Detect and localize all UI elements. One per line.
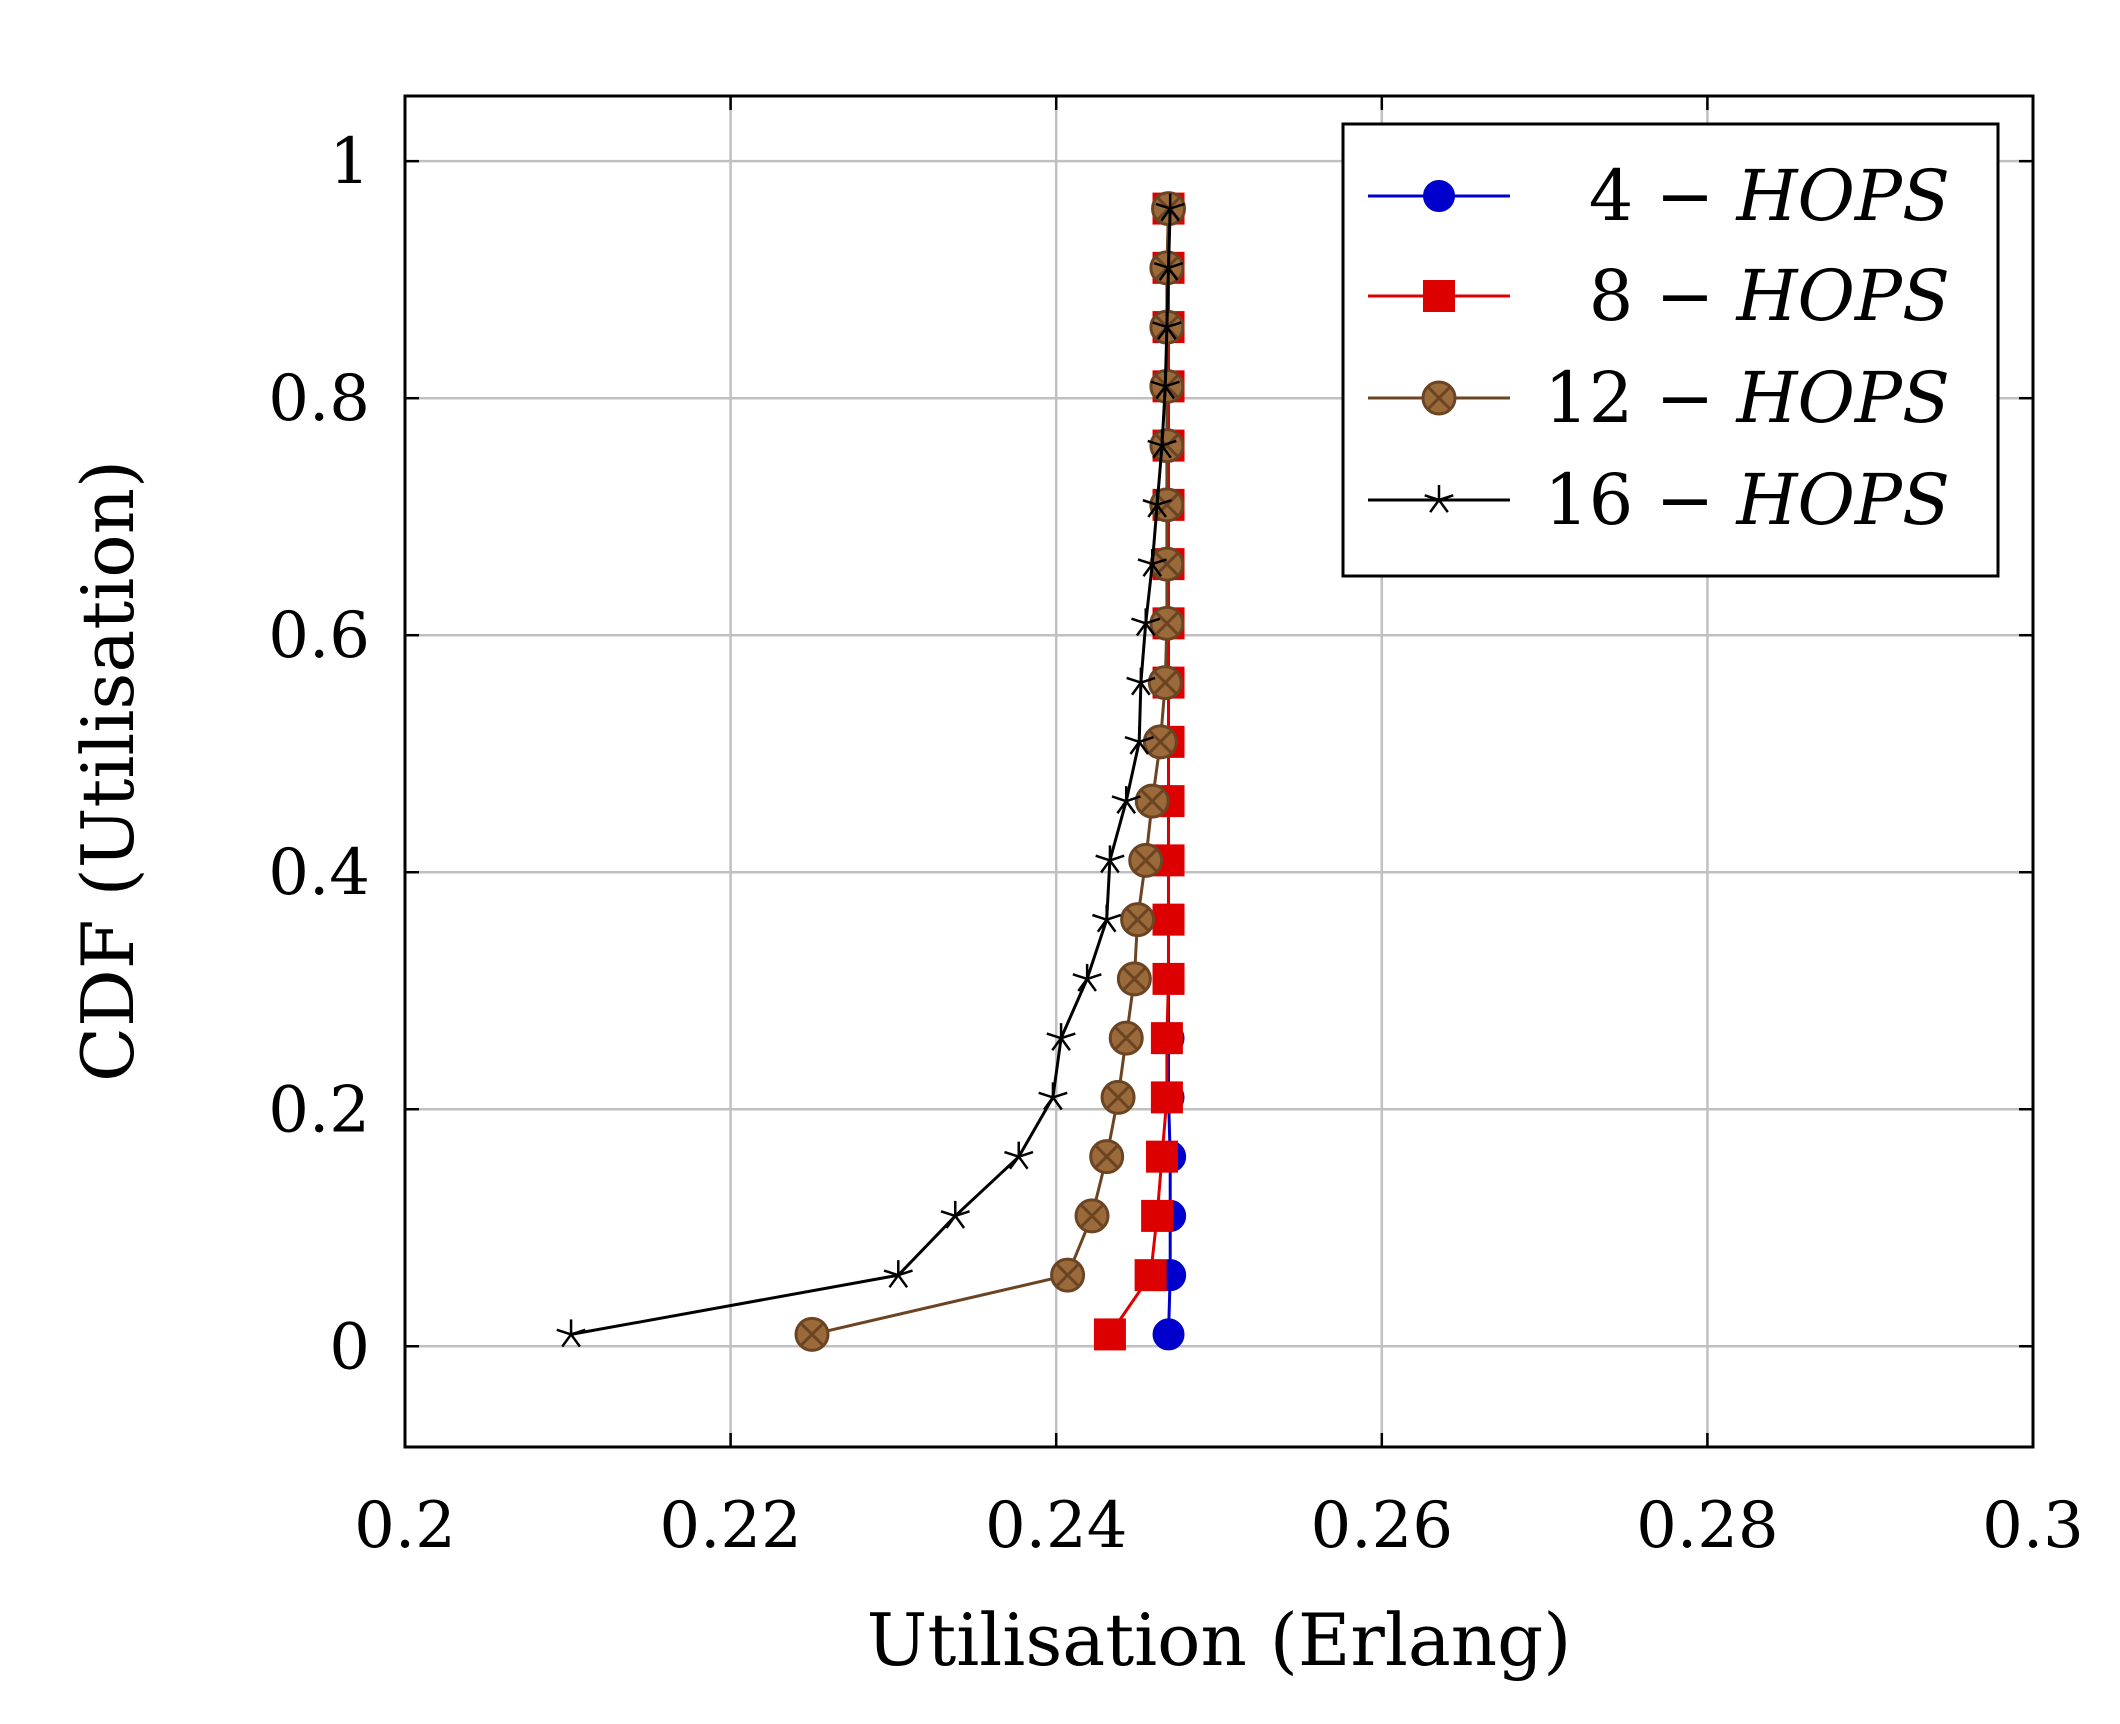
data-point	[940, 1200, 970, 1229]
data-point	[1137, 549, 1167, 577]
data-point	[1116, 961, 1152, 997]
legend-label: 8 − HOPS	[1589, 255, 1950, 337]
data-point	[1126, 667, 1156, 696]
data-point	[1141, 1199, 1174, 1232]
data-point	[1147, 430, 1177, 459]
legend-entry: 16 − HOPS	[1368, 459, 1950, 541]
legend-entry: 12 − HOPS	[1368, 357, 1950, 439]
series-line	[570, 208, 1172, 1336]
data-point	[1147, 665, 1183, 701]
y-tick-label: 0	[329, 1310, 370, 1384]
y-tick-label: 1	[329, 125, 370, 199]
data-point	[1142, 489, 1172, 518]
x-tick-label: 0.24	[985, 1489, 1128, 1563]
data-point	[1092, 904, 1122, 933]
legend-label: 12 − HOPS	[1544, 357, 1950, 439]
data-point	[1149, 605, 1185, 641]
data-point	[1152, 312, 1182, 340]
x-tick-label: 0.26	[1311, 1489, 1454, 1563]
data-point	[1046, 1023, 1076, 1052]
plot-frame	[403, 94, 2035, 1449]
series-16-hops	[556, 193, 1185, 1348]
data-point	[794, 1316, 830, 1352]
data-point	[1074, 1198, 1110, 1234]
y-tick-label: 0.8	[268, 362, 370, 436]
data-point	[1153, 252, 1184, 281]
data-point	[1100, 1079, 1136, 1115]
plot-series	[556, 191, 1187, 1352]
x-axis-ticks: 0.2 0.22 0.24 0.26 0.28 0.3	[354, 96, 2084, 1563]
data-point	[1089, 1139, 1125, 1175]
data-point	[1108, 1020, 1144, 1056]
data-point	[1111, 786, 1141, 814]
data-point	[1152, 1318, 1185, 1351]
data-point	[1152, 962, 1185, 995]
data-point	[1149, 428, 1185, 464]
data-point	[1150, 1022, 1183, 1055]
data-point	[883, 1260, 913, 1289]
data-point	[1050, 1257, 1086, 1293]
data-point	[1038, 1082, 1068, 1111]
data-point	[1146, 1140, 1179, 1173]
data-point	[1095, 845, 1125, 874]
data-point	[1124, 726, 1154, 755]
x-axis-label: Utilisation (Erlang)	[867, 1598, 1572, 1682]
legend: 4 − HOPS 8 − HOPS 12 − HOPS 16 − HOPS	[1341, 122, 2000, 578]
y-axis-label: CDF (Utilisation)	[66, 460, 150, 1082]
data-point	[1004, 1141, 1034, 1170]
data-point	[1093, 1318, 1126, 1351]
y-tick-label: 0.6	[268, 599, 370, 673]
data-point	[1120, 902, 1156, 938]
legend-marker	[1423, 180, 1455, 212]
data-point	[1152, 903, 1185, 936]
data-point	[1150, 1081, 1183, 1114]
data-point	[1072, 963, 1102, 992]
legend-label: 4 − HOPS	[1589, 155, 1950, 237]
data-point	[1155, 193, 1185, 222]
data-point	[556, 1319, 586, 1348]
legend-marker	[1421, 380, 1457, 416]
legend-entry: 4 − HOPS	[1368, 155, 1950, 237]
y-tick-label: 0.4	[268, 836, 370, 910]
data-point	[1142, 724, 1178, 760]
legend-label: 16 − HOPS	[1544, 459, 1950, 541]
data-point	[1134, 783, 1170, 819]
data-point	[1134, 1259, 1167, 1292]
data-point	[1150, 371, 1180, 400]
legend-marker	[1424, 485, 1454, 513]
x-tick-label: 0.2	[354, 1489, 456, 1563]
y-tick-label: 0.2	[268, 1073, 370, 1147]
legend-marker	[1423, 280, 1455, 312]
data-point	[1131, 608, 1161, 637]
y-axis-ticks: 0 0.2 0.4 0.6 0.8 1	[268, 125, 2033, 1384]
legend-entry: 8 − HOPS	[1368, 255, 1950, 337]
x-tick-label: 0.28	[1636, 1489, 1779, 1563]
x-tick-label: 0.22	[659, 1489, 802, 1563]
data-point	[1128, 842, 1164, 878]
x-tick-label: 0.3	[1982, 1489, 2084, 1563]
